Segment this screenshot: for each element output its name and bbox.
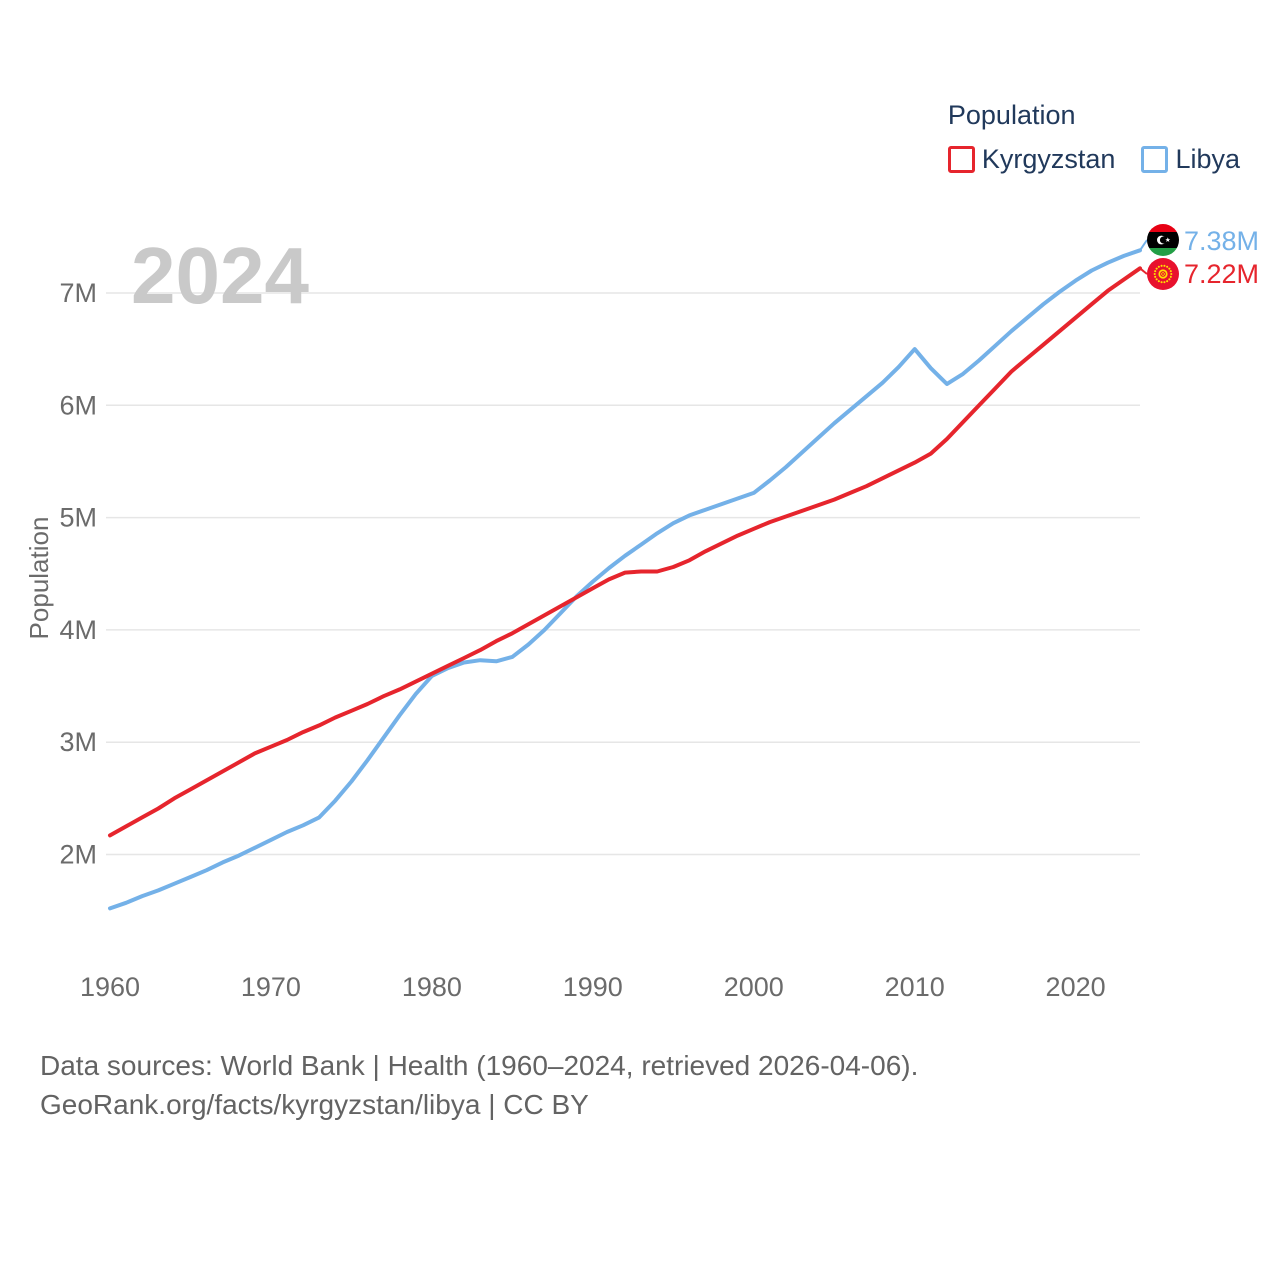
libya-swatch-icon: [1141, 146, 1169, 173]
sun-ray: [1166, 280, 1169, 283]
population-line-chart: 2M 3M 4M 5M 6M 7M 1960 1970 1980 1990 2000 2010 202…: [24, 224, 1259, 1002]
y-axis-labels: 2M 3M 4M 5M 6M 7M: [59, 278, 97, 870]
sun-ray: [1160, 264, 1163, 267]
y-tick-label: 6M: [59, 390, 97, 420]
sun-ray: [1168, 267, 1171, 270]
x-tick-label: 1990: [563, 972, 623, 1002]
sun-ray: [1170, 272, 1173, 276]
sun-ray: [1155, 267, 1158, 270]
sun-ray: [1157, 280, 1160, 283]
footer: Data sources: World Bank | Health (1960–…: [40, 1046, 918, 1124]
y-tick-label: 3M: [59, 727, 97, 757]
y-tick-label: 4M: [59, 615, 97, 645]
x-tick-label: 1960: [80, 972, 140, 1002]
sun-ray: [1154, 275, 1157, 278]
y-tick-label: 7M: [59, 278, 97, 308]
libya-series-line[interactable]: [108, 248, 1142, 911]
sun-ray: [1153, 272, 1156, 276]
year-watermark: 2024: [131, 231, 309, 320]
kyrgyzstan-series-line[interactable]: [108, 266, 1142, 838]
footer-source-line: Data sources: World Bank | Health (1960–…: [40, 1050, 919, 1081]
x-tick-label: 2010: [885, 972, 945, 1002]
libya-flag-icon: [1147, 224, 1179, 256]
series-lines: [108, 239, 1148, 911]
sun-ray: [1160, 281, 1163, 284]
x-tick-label: 2000: [724, 972, 784, 1002]
sun-ray: [1166, 265, 1169, 268]
sun-ray: [1163, 281, 1166, 284]
legend-title: Population: [947, 100, 1076, 130]
sun-ray: [1169, 275, 1172, 278]
x-tick-label: 1980: [402, 972, 462, 1002]
gridlines: [106, 292, 1140, 856]
legend-label-kyrgyzstan: Kyrgyzstan: [981, 144, 1116, 174]
sun-ray: [1154, 270, 1157, 273]
libya-label-connector: [1139, 239, 1148, 251]
kyrgyzstan-flag-icon: [1147, 258, 1179, 290]
x-tick-label: 1970: [241, 972, 301, 1002]
x-tick-label: 2020: [1046, 972, 1106, 1002]
kyrgyzstan-label-connector: [1139, 267, 1148, 275]
sun-ray: [1155, 278, 1158, 281]
y-axis-title: Population: [24, 517, 54, 640]
sun-ray: [1157, 265, 1160, 268]
legend-items: Kyrgyzstan Libya: [947, 144, 1240, 175]
legend-item-libya[interactable]: Libya: [1141, 144, 1240, 175]
libya-end-value-label: 7.38M: [1184, 226, 1259, 256]
x-axis-labels: 1960 1970 1980 1990 2000 2010 2020: [80, 972, 1106, 1002]
kyrgyzstan-end-value-label: 7.22M: [1184, 259, 1259, 289]
sun-ray: [1168, 278, 1171, 281]
legend-item-kyrgyzstan[interactable]: Kyrgyzstan: [947, 144, 1116, 175]
kyrgyzstan-swatch-icon: [947, 146, 975, 173]
sun-ray: [1163, 264, 1166, 267]
legend-label-libya: Libya: [1175, 144, 1240, 174]
y-tick-label: 5M: [59, 503, 97, 533]
legend: Population Kyrgyzstan Libya: [947, 100, 1240, 175]
footer-attribution-line: GeoRank.org/facts/kyrgyzstan/libya | CC …: [40, 1089, 589, 1120]
y-tick-label: 2M: [59, 840, 97, 870]
sun-ray: [1169, 270, 1172, 273]
